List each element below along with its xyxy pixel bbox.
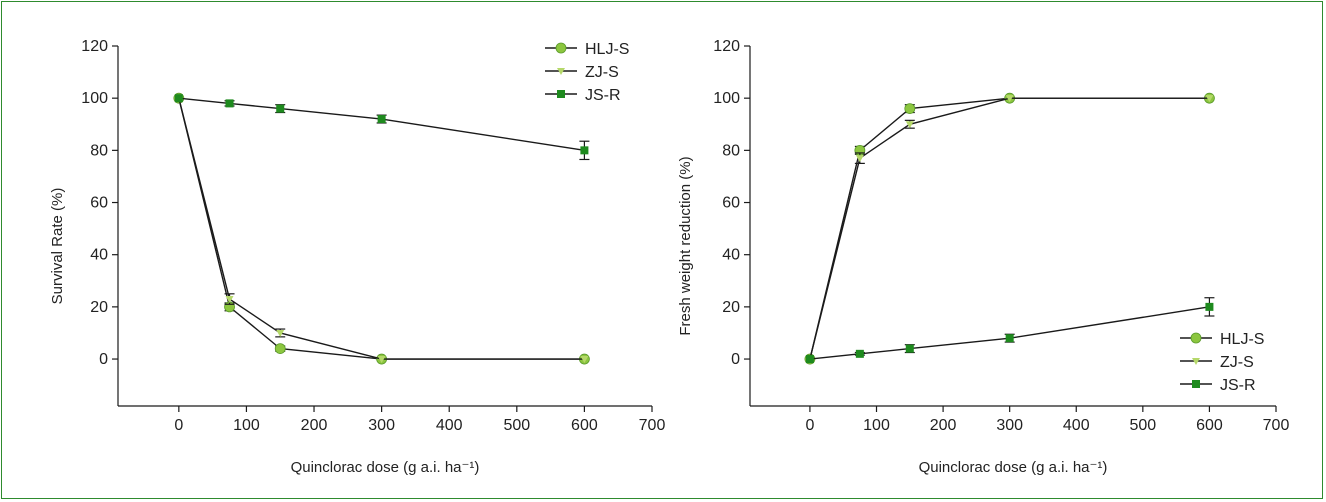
data-point <box>377 115 386 124</box>
x-tick-label: 600 <box>1196 417 1223 434</box>
data-point <box>904 103 916 115</box>
y-tick-label: 0 <box>731 351 740 368</box>
y-tick-label: 60 <box>90 195 108 212</box>
data-point <box>225 296 234 304</box>
legend-marker <box>557 90 565 98</box>
y-tick-label: 120 <box>713 38 740 55</box>
y-tick-label: 40 <box>722 247 740 264</box>
x-tick-label: 300 <box>368 417 395 434</box>
x-tick-label: 200 <box>930 417 957 434</box>
data-point <box>855 349 864 358</box>
y-tick-label: 80 <box>90 142 108 159</box>
legend-marker <box>1192 380 1200 388</box>
y-tick-label: 0 <box>99 351 108 368</box>
data-point <box>274 343 286 355</box>
y-tick-label: 80 <box>722 142 740 159</box>
y-tick-label: 100 <box>713 90 740 107</box>
legend-label: ZJ-S <box>585 64 619 81</box>
data-point <box>276 104 285 113</box>
legend-marker <box>557 68 565 75</box>
y-axis-label: Fresh weight reduction (%) <box>677 156 694 335</box>
y-axis-label: Survival Rate (%) <box>49 188 66 305</box>
data-point <box>377 356 386 364</box>
x-tick-label: 500 <box>1129 417 1156 434</box>
x-tick-label: 400 <box>436 417 463 434</box>
series-line <box>178 97 585 152</box>
legend-marker <box>1190 332 1202 344</box>
legend-label: JS-R <box>585 87 621 104</box>
legend-label: HLJ-S <box>1220 331 1264 348</box>
data-point <box>580 146 589 155</box>
series-line <box>178 98 585 360</box>
x-tick-label: 100 <box>233 417 260 434</box>
x-tick-label: 600 <box>571 417 598 434</box>
data-point <box>1205 302 1214 311</box>
y-tick-label: 120 <box>81 38 108 55</box>
x-tick-label: 500 <box>503 417 530 434</box>
y-tick-label: 20 <box>90 299 108 316</box>
x-tick-label: 400 <box>1063 417 1090 434</box>
y-tick-label: 40 <box>90 247 108 264</box>
legend-label: JS-R <box>1220 377 1256 394</box>
legend-marker <box>1192 358 1200 365</box>
y-tick-label: 20 <box>722 299 740 316</box>
data-point <box>174 94 183 103</box>
x-tick-label: 100 <box>863 417 890 434</box>
fresh-weight-reduction-chart: 0 20 40 60 80 100 120 0 100 200 300 400 500 600 700 Qui… <box>677 38 1289 476</box>
x-axis-label: Quinclorac dose (g a.i. ha⁻¹) <box>291 459 480 476</box>
data-point <box>905 344 914 353</box>
data-point <box>1005 334 1014 343</box>
data-point <box>580 356 589 364</box>
survival-rate-chart: 0 20 40 60 80 100 120 0 100 200 300 400 500 600 700 Qui… <box>49 38 665 476</box>
data-point <box>905 121 914 129</box>
data-point <box>1205 95 1214 103</box>
data-point <box>805 355 814 364</box>
legend-marker <box>555 42 567 54</box>
x-tick-label: 700 <box>1263 417 1290 434</box>
data-point <box>276 329 285 337</box>
x-tick-label: 0 <box>174 417 183 434</box>
y-tick-label: 100 <box>81 90 108 107</box>
x-tick-label: 200 <box>301 417 328 434</box>
legend-label: HLJ-S <box>585 41 629 58</box>
x-axis-label: Quinclorac dose (g a.i. ha⁻¹) <box>919 459 1108 476</box>
series-line <box>178 98 585 360</box>
data-point <box>225 99 234 108</box>
data-point <box>1005 95 1014 103</box>
x-tick-label: 0 <box>805 417 814 434</box>
data-point <box>855 155 864 163</box>
series-line <box>809 306 1210 360</box>
series-line <box>809 97 1210 360</box>
x-tick-label: 300 <box>996 417 1023 434</box>
y-tick-label: 60 <box>722 195 740 212</box>
series-line <box>809 97 1210 360</box>
x-tick-label: 700 <box>639 417 666 434</box>
legend-label: ZJ-S <box>1220 354 1254 371</box>
